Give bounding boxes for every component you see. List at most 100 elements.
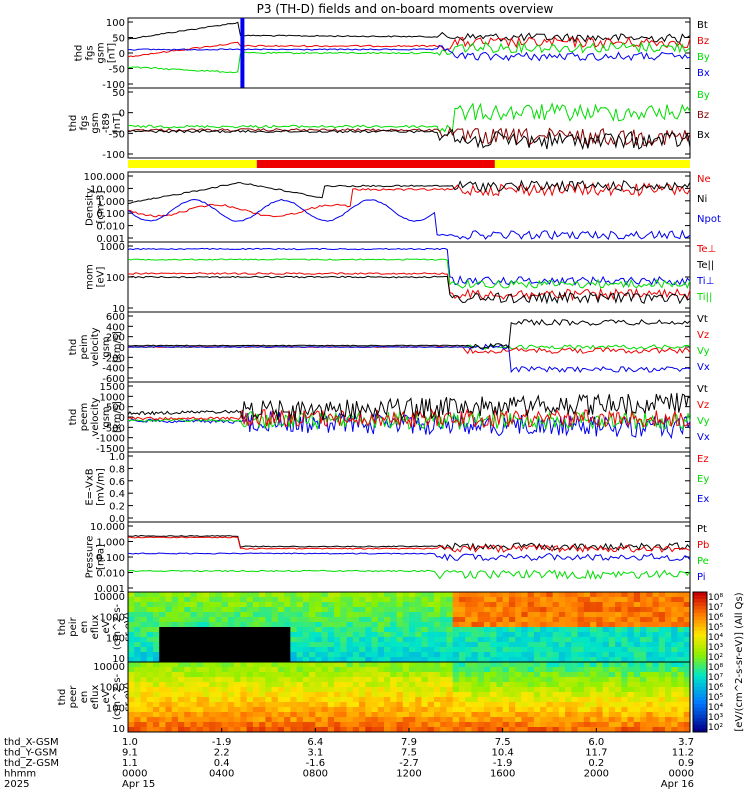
spectrogram-cell [209, 712, 216, 718]
spectrogram-cell [508, 652, 516, 658]
spectrogram-cell [471, 642, 479, 648]
spectrogram-cell [421, 622, 429, 628]
spectrogram-cell [458, 642, 466, 648]
spectrogram-cell [340, 662, 348, 668]
spectrogram-cell [234, 637, 241, 643]
spectrogram-cell [415, 692, 422, 698]
spectrogram-cell [352, 622, 360, 628]
spectrogram-cell [546, 677, 554, 683]
spectrogram-cell [496, 637, 504, 643]
spectrogram-cell [396, 697, 404, 703]
spectrogram-cell [477, 722, 485, 728]
spectrogram-cell [152, 692, 160, 698]
spectrogram-cell [508, 622, 516, 628]
spectrogram-cell [402, 612, 410, 618]
spectrogram-cell [334, 627, 341, 633]
spectrogram-cell [371, 627, 379, 633]
spectrogram-cell [352, 682, 360, 688]
spectrogram-cell [259, 667, 266, 673]
colorbar-step [693, 672, 707, 677]
spectrogram-cell [327, 607, 335, 613]
spectrogram-cell [309, 592, 316, 598]
spectrogram-cell [134, 652, 141, 658]
spectrogram-cell [177, 612, 185, 618]
spectrogram-cell [540, 627, 547, 633]
spectrogram-cell [671, 652, 679, 658]
trace-bx-t89 [127, 128, 691, 151]
spectrogram-cell [146, 657, 154, 663]
spectrogram-cell [215, 637, 223, 643]
spectrogram-cell [215, 632, 223, 638]
spectrogram-cell [152, 612, 160, 618]
spectrogram-cell [259, 727, 266, 733]
spectrogram-cell [583, 597, 591, 603]
spectrogram-cell [602, 647, 610, 653]
spectrogram-cell [309, 712, 316, 718]
spectrogram-cell [602, 707, 610, 713]
spectrogram-cell [346, 697, 354, 703]
colorbar-step [693, 623, 707, 628]
spectrogram-cell [602, 672, 610, 678]
spectrogram-cell [608, 627, 616, 633]
spectrogram-cell [128, 642, 135, 648]
spectrogram-cell [221, 647, 229, 653]
spectrogram-cell [471, 612, 479, 618]
spectrogram-cell [215, 707, 223, 713]
spectrogram-cell [377, 642, 385, 648]
spectrogram-cell [196, 602, 204, 608]
spectrogram-cell [427, 602, 435, 608]
spectrogram-cell [277, 662, 285, 668]
spectrogram-cell [184, 672, 191, 678]
spectrogram-cell [652, 692, 660, 698]
spectrogram-cell [396, 692, 404, 698]
spectrogram-cell [583, 677, 591, 683]
spectrogram-cell [627, 642, 635, 648]
spectrogram-cell [640, 662, 647, 668]
spectrogram-cell [227, 657, 235, 663]
spectrogram-cell [327, 722, 335, 728]
spectrogram-cell [590, 637, 597, 643]
spectrogram-cell [683, 677, 691, 683]
spectrogram-cell [452, 717, 460, 723]
spectrogram-cell [334, 722, 341, 728]
spectrogram-cell [465, 612, 472, 618]
spectrogram-cell [240, 667, 248, 673]
spectrogram-cell [284, 702, 291, 708]
spectrogram-cell [246, 662, 254, 668]
spectrogram-cell [515, 652, 522, 658]
spectrogram-cell [608, 662, 616, 668]
spectrogram-cell [415, 682, 422, 688]
spectrogram-cell [465, 637, 472, 643]
spectrogram-cell [446, 697, 454, 703]
spectrogram-cell [452, 722, 460, 728]
spectrogram-cell [652, 592, 660, 598]
colorbar-tick-label: 10³ [708, 643, 723, 653]
spectrogram-cell [558, 597, 566, 603]
y-tick-label: 0.001 [96, 234, 125, 245]
spectrogram-cell [452, 597, 460, 603]
spectrogram-cell [259, 602, 266, 608]
spectrogram-cell [640, 622, 647, 628]
trace-tiperp [127, 247, 691, 286]
spectrogram-cell [302, 692, 310, 698]
spectrogram-cell [677, 722, 685, 728]
spectrogram-cell [565, 592, 572, 598]
spectrogram-cell [646, 672, 654, 678]
spectrogram-cell [540, 702, 547, 708]
spectrogram-cell [246, 652, 254, 658]
spectrogram-cell [271, 642, 279, 648]
colorbar-step [693, 655, 707, 659]
spectrogram-cell [321, 677, 329, 683]
spectrogram-cell [396, 597, 404, 603]
spectrogram-cell [633, 682, 641, 688]
spectrogram-cell [558, 707, 566, 713]
spectrogram-cell [234, 617, 241, 623]
spectrogram-cell [677, 672, 685, 678]
spectrogram-cell [371, 597, 379, 603]
spectrogram-cell [521, 592, 529, 598]
spectrogram-cell [621, 692, 629, 698]
colorbar-tick-label: 10⁸ [708, 593, 723, 603]
spectrogram-cell [215, 687, 223, 693]
y-axis-label: velocity [90, 397, 101, 436]
spectrogram-cell [677, 612, 685, 618]
